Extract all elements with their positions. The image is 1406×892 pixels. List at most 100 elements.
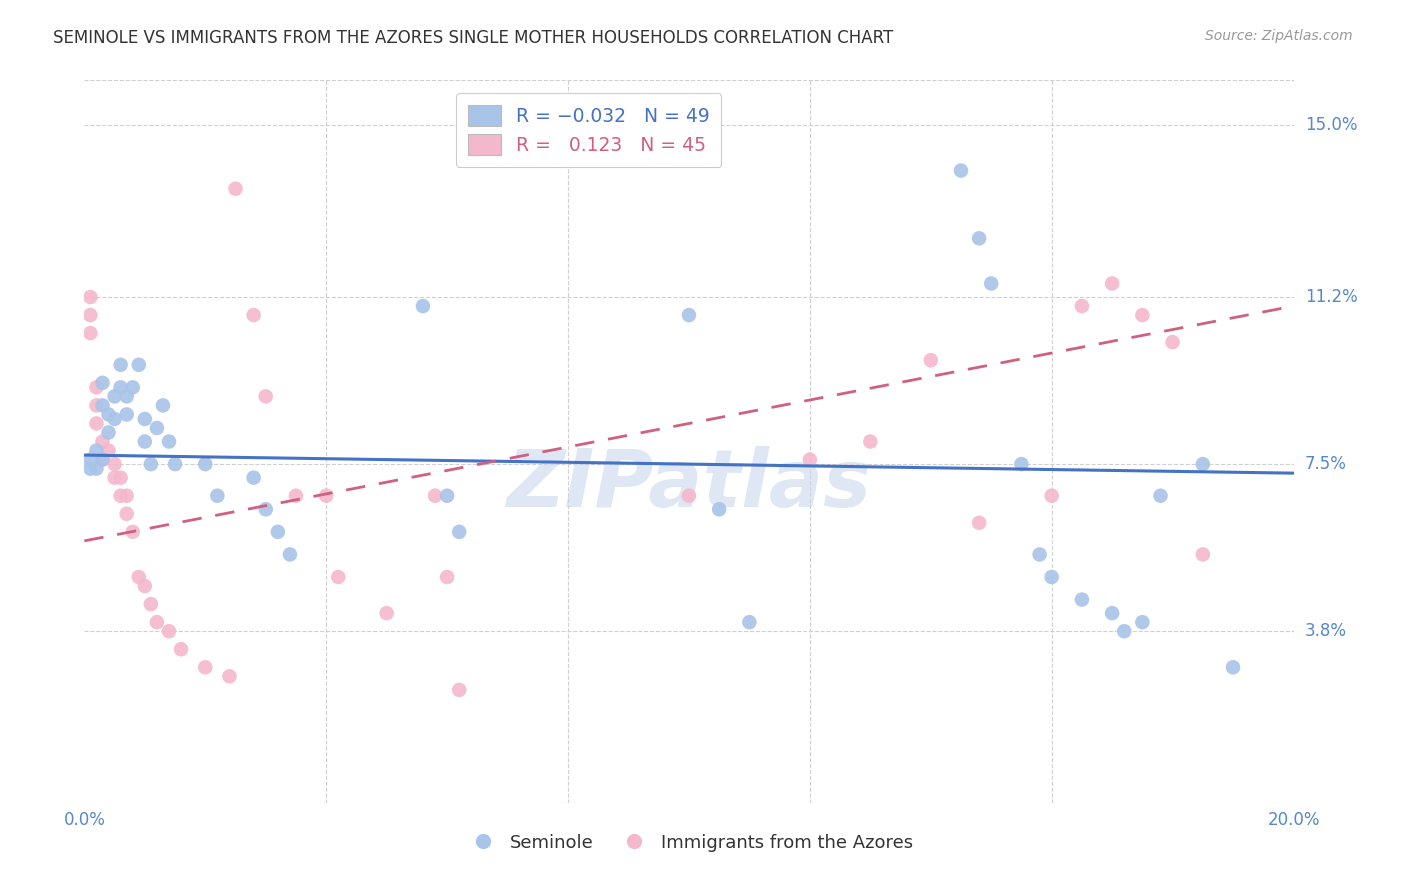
Point [1040,489,1063,503]
Point [134,412,156,426]
Point [375,606,398,620]
Point [139,457,162,471]
Point [79,308,101,322]
Point [242,308,264,322]
Point [242,471,264,485]
Point [207,489,229,503]
Point [254,389,277,403]
Point [449,682,471,697]
Point [79,452,101,467]
Text: 3.8%: 3.8% [1305,623,1347,640]
Point [1149,489,1171,503]
Point [1101,606,1123,620]
Point [328,570,350,584]
Point [278,548,301,562]
Point [121,524,143,539]
Text: 7.5%: 7.5% [1305,455,1347,473]
Point [110,358,132,372]
Point [157,434,180,449]
Point [110,489,132,503]
Point [115,408,138,422]
Point [449,524,471,539]
Point [1192,548,1215,562]
Point [115,489,138,503]
Text: 15.0%: 15.0% [1305,117,1357,135]
Point [86,443,108,458]
Point [254,502,277,516]
Point [97,408,120,422]
Point [1130,308,1153,322]
Point [91,452,114,467]
Text: SEMINOLE VS IMMIGRANTS FROM THE AZORES SINGLE MOTHER HOUSEHOLDS CORRELATION CHAR: SEMINOLE VS IMMIGRANTS FROM THE AZORES S… [53,29,894,46]
Point [799,452,821,467]
Point [91,376,114,390]
Point [152,398,174,412]
Point [980,277,1002,291]
Point [412,299,434,313]
Point [950,163,973,178]
Point [97,443,120,458]
Point [79,326,101,340]
Point [86,380,108,394]
Point [285,489,308,503]
Point [436,489,458,503]
Text: Source: ZipAtlas.com: Source: ZipAtlas.com [1205,29,1353,43]
Point [738,615,761,630]
Point [1222,660,1244,674]
Point [97,425,120,440]
Point [1011,457,1033,471]
Point [920,353,942,368]
Point [1028,548,1050,562]
Point [128,358,150,372]
Point [104,412,127,426]
Point [86,417,108,431]
Point [225,181,247,195]
Point [115,389,138,403]
Point [1161,335,1184,350]
Point [1192,457,1215,471]
Point [967,516,990,530]
Point [859,434,882,449]
Point [678,489,700,503]
Text: 11.2%: 11.2% [1305,288,1357,306]
Point [110,380,132,394]
Legend: Seminole, Immigrants from the Azores: Seminole, Immigrants from the Azores [458,826,920,859]
Point [104,389,127,403]
Text: ZIPatlas: ZIPatlas [506,446,872,524]
Point [967,231,990,245]
Point [128,570,150,584]
Point [91,398,114,412]
Point [218,669,240,683]
Point [79,290,101,304]
Point [1114,624,1136,639]
Point [436,570,458,584]
Point [1101,277,1123,291]
Point [1130,615,1153,630]
Point [86,461,108,475]
Point [146,615,169,630]
Point [1071,592,1094,607]
Point [267,524,290,539]
Point [121,380,143,394]
Point [157,624,180,639]
Point [315,489,337,503]
Point [91,452,114,467]
Point [134,579,156,593]
Point [1040,570,1063,584]
Point [170,642,193,657]
Point [104,457,127,471]
Point [709,502,731,516]
Point [86,398,108,412]
Point [110,471,132,485]
Point [91,434,114,449]
Point [678,308,700,322]
Point [104,471,127,485]
Point [165,457,187,471]
Point [194,457,217,471]
Point [1071,299,1094,313]
Point [79,461,101,475]
Point [194,660,217,674]
Point [134,434,156,449]
Point [139,597,162,611]
Point [146,421,169,435]
